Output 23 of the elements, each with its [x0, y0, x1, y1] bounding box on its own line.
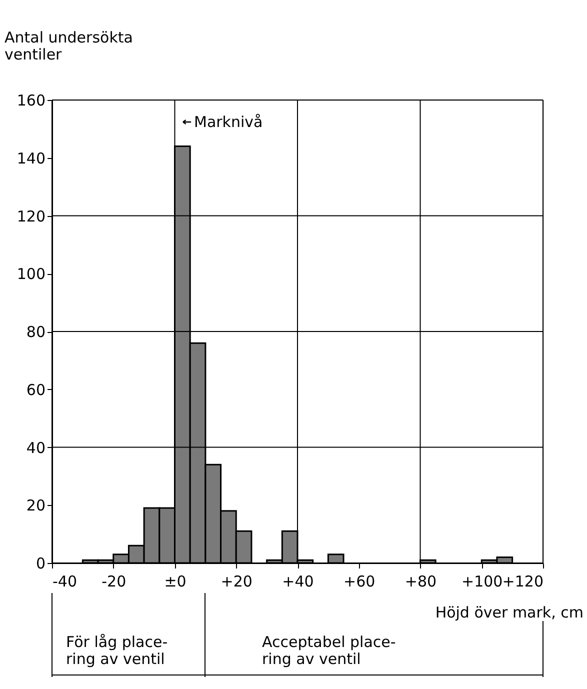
- text: Acceptabel place- ring av ventil: [262, 633, 396, 668]
- x-tick-label: +80: [404, 572, 437, 590]
- y-tick-label: 40: [26, 438, 46, 457]
- x-tick-label: +60: [344, 572, 376, 590]
- x-tick-label: +100: [462, 572, 503, 590]
- y-tick-label: 80: [26, 323, 46, 341]
- x-tick-label: ±0: [164, 572, 186, 590]
- x-tick-label: -20: [102, 572, 126, 590]
- x-tick-label: +40: [282, 572, 314, 590]
- y-tick-label: 100: [16, 265, 46, 284]
- y-tick-label: 120: [16, 207, 46, 226]
- y-tick-label: 140: [16, 149, 46, 168]
- y-tick-label: 20: [26, 496, 46, 515]
- y-tick-label: 0: [36, 554, 46, 572]
- y-tick-label: 60: [26, 380, 46, 399]
- x-tick-label: +20: [220, 572, 252, 590]
- x-tick-label: -40: [52, 572, 77, 590]
- y-tick-label: 160: [16, 92, 46, 110]
- x-axis-title: Höjd över mark, cm: [435, 604, 584, 622]
- text: För låg place- ring av ventil: [66, 633, 168, 668]
- annotation: Marknivå: [194, 113, 263, 131]
- y-axis-title: Antal undersökta ventiler: [4, 28, 133, 64]
- x-tick-label: +120: [502, 572, 544, 590]
